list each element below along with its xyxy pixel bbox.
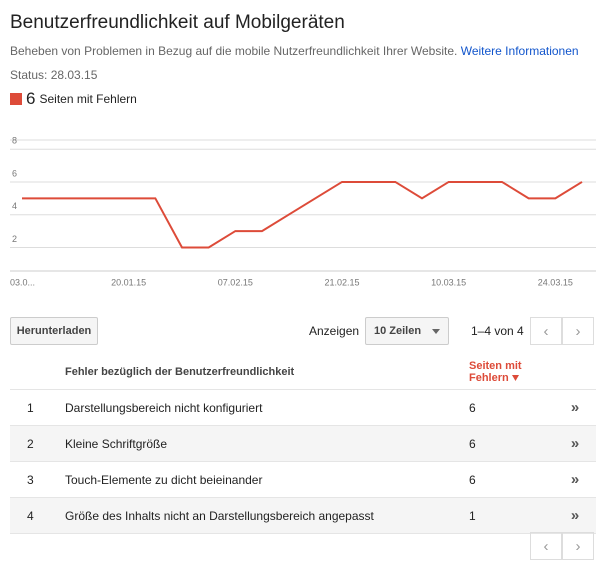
- table-row[interactable]: 2 Kleine Schriftgröße 6»: [10, 425, 596, 462]
- description-text: Beheben von Problemen in Bezug auf die m…: [10, 44, 458, 58]
- legend: 6 Seiten mit Fehlern: [10, 89, 137, 109]
- download-button[interactable]: Herunterladen: [10, 317, 98, 345]
- prev-page[interactable]: ‹: [530, 317, 562, 345]
- dropdown-icon: [432, 329, 440, 334]
- issue-name: Kleine Schriftgröße: [64, 425, 468, 462]
- table-row[interactable]: 3 Touch-Elemente zu dicht beieinander 6»: [10, 461, 596, 498]
- issues-table: Fehler bezüglich der Benutzerfreundlichk…: [10, 354, 596, 534]
- header-row: Fehler bezüglich der Benutzerfreundlichk…: [10, 354, 596, 390]
- rows-select-text: 10 Zeilen: [374, 325, 422, 337]
- x-tick-label: 07.02.15: [218, 277, 253, 287]
- legend-count: 6: [26, 89, 36, 108]
- details-icon[interactable]: »: [554, 425, 596, 462]
- next-page[interactable]: ›: [562, 317, 594, 345]
- details-icon[interactable]: »: [554, 497, 596, 534]
- page-count: 6: [468, 461, 554, 498]
- row-number: 2: [10, 425, 64, 462]
- page-count: 6: [468, 425, 554, 462]
- column-header: Fehler bezüglich der Benutzerfreundlichk…: [64, 354, 468, 390]
- range-label: 1–4 von 4: [471, 324, 524, 338]
- row-number: 3: [10, 461, 64, 498]
- prev-page-bottom[interactable]: ‹: [530, 532, 562, 560]
- details-icon[interactable]: »: [554, 389, 596, 426]
- details-icon[interactable]: »: [554, 461, 596, 498]
- y-tick-label: 8: [12, 136, 17, 146]
- y-tick-label: 2: [12, 234, 17, 244]
- page-title: Benutzerfreundlichkeit auf Mobilgeräten: [10, 12, 345, 33]
- y-tick-label: 6: [12, 168, 17, 178]
- table-row[interactable]: 4 Größe des Inhalts nicht an Darstellungs…: [10, 497, 596, 534]
- x-tick-label: 24.03.15: [538, 277, 573, 287]
- column-header[interactable]: Seiten mit Fehlern: [468, 354, 554, 390]
- page-count: 1: [468, 497, 554, 534]
- issue-name: Darstellungsbereich nicht konfiguriert: [64, 389, 468, 426]
- sort-icon: [511, 374, 519, 381]
- table-row[interactable]: 1 Darstellungsbereich nicht konfiguriert 6…: [10, 389, 596, 426]
- row-number: 4: [10, 497, 64, 534]
- chart: 2 4 6 8 03.0... 20.01.15 07.02.15 21.02.15 10.03…: [10, 136, 596, 287]
- column-header-text: Seiten mit Fehlern: [469, 359, 522, 384]
- rows-select[interactable]: 10 Zeilen: [365, 317, 449, 345]
- show-label: Anzeigen: [309, 324, 360, 338]
- x-tick-label: 21.02.15: [324, 277, 359, 287]
- legend-label: Seiten mit Fehlern: [39, 92, 137, 106]
- status: Status: 28.03.15: [10, 68, 98, 82]
- x-tick-label: 10.03.15: [431, 277, 466, 287]
- page-count: 6: [468, 389, 554, 426]
- y-tick-label: 4: [12, 201, 17, 211]
- description: Beheben von Problemen in Bezug auf die m…: [10, 44, 579, 58]
- x-tick-label: 03.0...: [10, 277, 35, 287]
- legend-swatch: [10, 93, 22, 105]
- next-page-bottom[interactable]: ›: [562, 532, 594, 560]
- issue-name: Größe des Inhalts nicht an Darstellungsb…: [64, 497, 468, 534]
- x-tick-label: 20.01.15: [111, 277, 146, 287]
- issue-name: Touch-Elemente zu dicht beieinander: [64, 461, 468, 498]
- row-number: 1: [10, 389, 64, 426]
- more-info-link[interactable]: Weitere Informationen: [460, 44, 579, 58]
- line: [22, 180, 583, 249]
